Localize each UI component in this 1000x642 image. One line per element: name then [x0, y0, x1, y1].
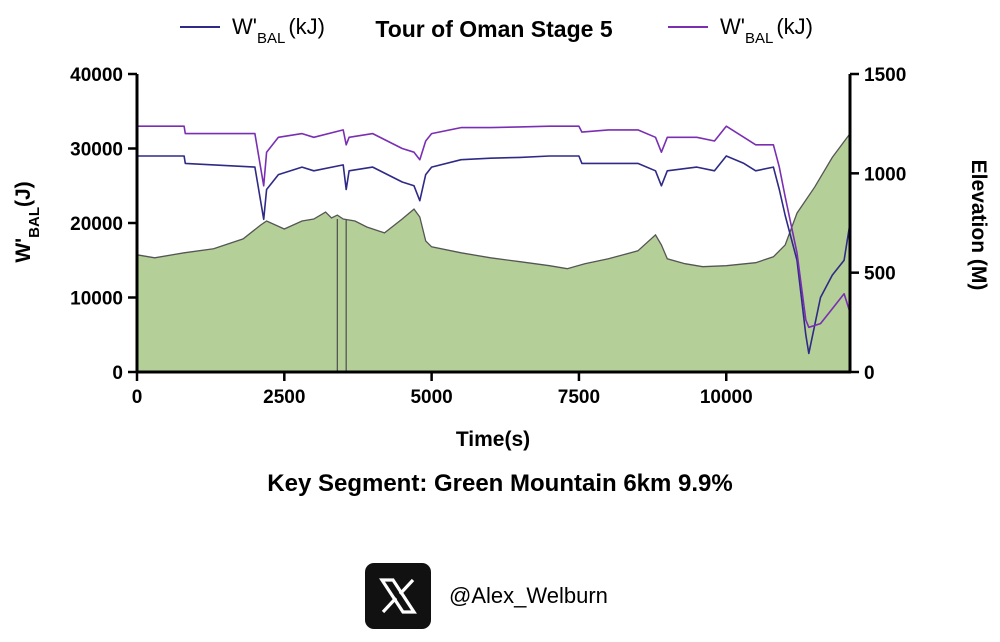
- x-tick-label-3: 7500: [558, 387, 600, 408]
- y-right-tick-label-0: 0: [864, 363, 875, 384]
- x-logo-icon: [365, 563, 431, 629]
- x-axis-title: Time(s): [456, 428, 530, 451]
- x-tick-label-2: 5000: [410, 387, 452, 408]
- legend-label-purple: W'BAL (kJ): [720, 14, 813, 47]
- tick-labels: 0 2500 5000 7500 10000 0 10000 20000 30000 40000 0…: [70, 65, 906, 408]
- y-left-tick-label-2: 20000: [70, 214, 123, 235]
- axes: [128, 72, 859, 381]
- y-right-tick-label-2: 1000: [864, 164, 906, 185]
- series-line-wbal-purple: [137, 125, 851, 329]
- series-line-wbal-navy: [137, 155, 851, 355]
- x-tick-label-4: 10000: [700, 387, 753, 408]
- y-right-tick-label-3: 1500: [864, 65, 906, 86]
- y-axis-title-left: W'BAL(J): [12, 181, 43, 262]
- x-tick-label-0: 0: [132, 387, 143, 408]
- y-axis-title-right: Elevation (M): [967, 160, 990, 291]
- key-segment-subtitle: Key Segment: Green Mountain 6km 9.9%: [267, 470, 733, 497]
- y-right-tick-label-1: 500: [864, 264, 896, 285]
- y-left-tick-label-1: 10000: [70, 289, 123, 310]
- key-segment-lines: [336, 219, 347, 372]
- legend: W'BAL (kJ) Tour of Oman Stage 5 W'BAL (kJ): [180, 14, 813, 47]
- legend-label-navy: W'BAL (kJ): [232, 14, 325, 47]
- chart-title: Tour of Oman Stage 5: [375, 16, 612, 42]
- y-left-tick-label-4: 40000: [70, 65, 123, 86]
- elevation-line: [136, 133, 851, 270]
- y-left-tick-label-3: 30000: [70, 140, 123, 161]
- elevation-area: [137, 133, 850, 372]
- x-tick-label-1: 2500: [263, 387, 305, 408]
- plot-area: [136, 125, 851, 372]
- y-left-tick-label-0: 0: [112, 363, 123, 384]
- social-handle: @Alex_Welburn: [365, 563, 608, 629]
- handle-text: @Alex_Welburn: [449, 583, 608, 608]
